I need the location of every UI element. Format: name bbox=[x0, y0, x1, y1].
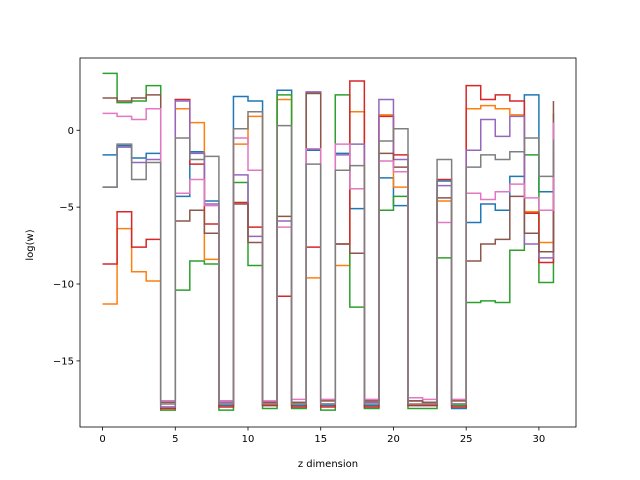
y-tick-label: −10 bbox=[53, 280, 74, 291]
series-3-line bbox=[102, 72, 555, 411]
axes-frame bbox=[79, 57, 577, 428]
x-tick-label: 20 bbox=[387, 434, 400, 445]
x-tick-label: 25 bbox=[460, 434, 473, 445]
y-tick-label: 0 bbox=[68, 126, 74, 137]
x-tick-label: 0 bbox=[99, 434, 105, 445]
series-4-line bbox=[102, 80, 555, 410]
y-tick-label: −5 bbox=[59, 203, 74, 214]
axes-layer: 0 5 10 15 20 25 30 0 −5 −10 −15 bbox=[53, 57, 577, 445]
series-layer bbox=[102, 72, 555, 411]
y-tick-label: −15 bbox=[53, 356, 74, 367]
x-tick-label: 30 bbox=[533, 434, 546, 445]
x-tick-label: 10 bbox=[242, 434, 255, 445]
x-tick-label: 15 bbox=[314, 434, 327, 445]
x-axis-label: z dimension bbox=[298, 459, 358, 470]
x-tick-label: 5 bbox=[172, 434, 178, 445]
y-axis-label: log(w) bbox=[25, 229, 36, 260]
series-1-line bbox=[102, 89, 555, 410]
series-8-line bbox=[102, 111, 555, 405]
